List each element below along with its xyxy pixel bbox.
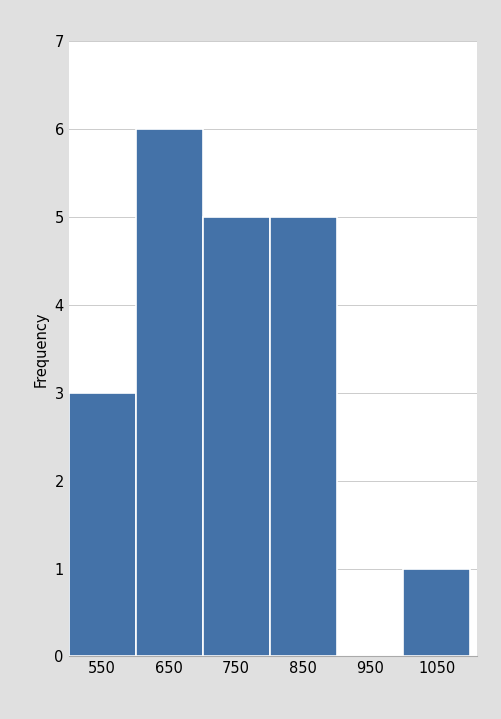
- Bar: [202, 217, 270, 656]
- Bar: [136, 129, 202, 656]
- Bar: [403, 569, 470, 656]
- Y-axis label: Frequency: Frequency: [34, 311, 49, 387]
- Bar: [270, 217, 337, 656]
- Bar: [69, 393, 136, 656]
